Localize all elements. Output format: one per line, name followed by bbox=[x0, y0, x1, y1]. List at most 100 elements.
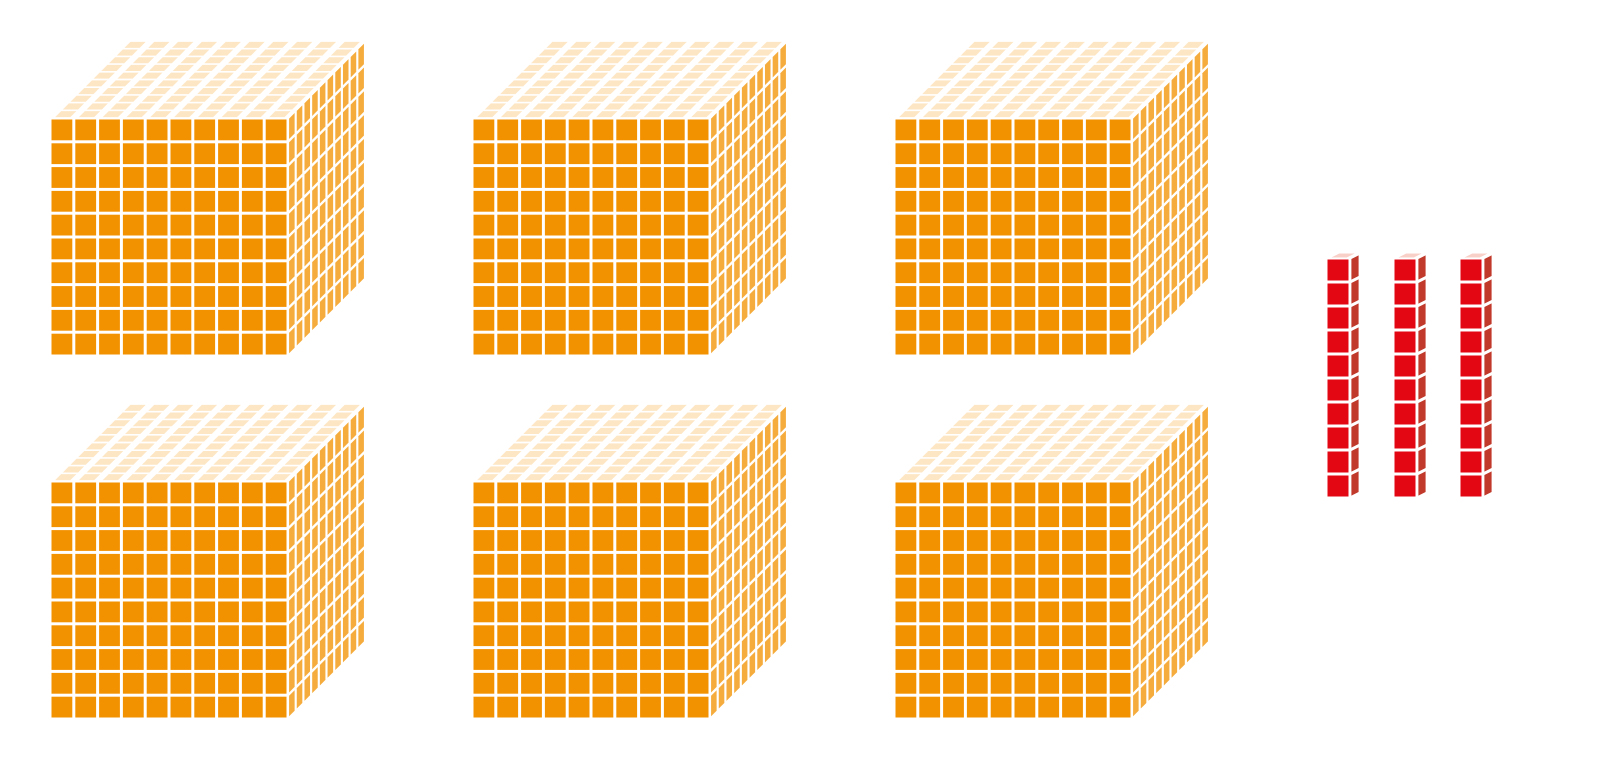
unit-cell bbox=[521, 309, 542, 331]
unit-cell bbox=[99, 696, 120, 718]
unit-cell bbox=[241, 482, 263, 504]
unit-cell bbox=[966, 649, 988, 670]
unit-cell bbox=[146, 333, 168, 355]
unit-cell bbox=[990, 238, 1012, 260]
unit-cell bbox=[75, 333, 97, 355]
unit-cell bbox=[170, 119, 192, 141]
unit-cell bbox=[265, 309, 287, 331]
unit-cell bbox=[544, 649, 566, 670]
unit-cell bbox=[895, 482, 917, 504]
unit-cell bbox=[990, 649, 1012, 670]
unit-cell bbox=[146, 672, 168, 694]
unit-cell bbox=[1014, 238, 1036, 260]
unit-cell bbox=[497, 553, 519, 575]
unit-cell bbox=[75, 167, 97, 188]
unit-cell bbox=[616, 577, 638, 599]
unit-cell bbox=[99, 238, 120, 260]
unit-cell bbox=[497, 333, 519, 355]
unit-cell bbox=[895, 238, 917, 260]
unit-cell bbox=[218, 577, 239, 599]
unit-cell bbox=[544, 601, 566, 623]
unit-cell bbox=[497, 672, 519, 694]
unit-cell bbox=[1394, 475, 1416, 497]
unit-cell bbox=[1062, 506, 1083, 528]
unit-cell bbox=[919, 143, 941, 165]
unit-cell bbox=[99, 286, 120, 307]
unit-cell bbox=[241, 286, 263, 307]
unit-cell bbox=[1109, 143, 1131, 165]
unit-cell bbox=[146, 601, 168, 623]
unit-cell bbox=[122, 601, 144, 623]
unit-cell bbox=[122, 333, 144, 355]
unit-cell bbox=[640, 309, 661, 331]
side-face bbox=[710, 41, 787, 356]
unit-cell bbox=[497, 649, 519, 670]
unit-cell bbox=[592, 167, 614, 188]
unit-cell bbox=[663, 530, 685, 551]
thousand-cube bbox=[894, 404, 1209, 719]
unit-cell bbox=[544, 530, 566, 551]
unit-cell bbox=[640, 553, 661, 575]
unit-cell bbox=[194, 506, 216, 528]
unit-cell bbox=[473, 482, 495, 504]
unit-cell bbox=[919, 190, 941, 212]
unit-cell bbox=[895, 333, 917, 355]
unit-cell bbox=[663, 553, 685, 575]
unit-cell bbox=[663, 238, 685, 260]
unit-cell bbox=[194, 238, 216, 260]
unit-cell bbox=[592, 601, 614, 623]
unit-cell bbox=[568, 577, 590, 599]
unit-cell bbox=[616, 601, 638, 623]
unit-cell bbox=[1109, 482, 1131, 504]
unit-cell bbox=[146, 143, 168, 165]
unit-cell bbox=[616, 506, 638, 528]
unit-cell bbox=[1109, 553, 1131, 575]
unit-cell bbox=[51, 601, 73, 623]
unit-cell bbox=[592, 333, 614, 355]
unit-cell bbox=[194, 482, 216, 504]
unit-cell bbox=[1109, 506, 1131, 528]
unit-cell bbox=[1062, 482, 1083, 504]
unit-cell bbox=[218, 506, 239, 528]
unit-cell bbox=[687, 672, 709, 694]
unit-cell bbox=[51, 167, 73, 188]
unit-cell bbox=[51, 577, 73, 599]
unit-cell bbox=[895, 696, 917, 718]
unit-cell bbox=[943, 309, 964, 331]
unit-cell bbox=[1085, 262, 1107, 284]
unit-cell bbox=[265, 553, 287, 575]
unit-cell bbox=[473, 286, 495, 307]
unit-cell bbox=[521, 143, 542, 165]
unit-cell bbox=[146, 167, 168, 188]
unit-cell bbox=[146, 577, 168, 599]
unit-cell bbox=[241, 625, 263, 647]
unit-cell bbox=[895, 214, 917, 236]
unit-cell bbox=[1014, 530, 1036, 551]
unit-cell bbox=[640, 143, 661, 165]
unit-cell bbox=[943, 696, 964, 718]
thousand-cube bbox=[894, 41, 1209, 356]
unit-cell bbox=[687, 286, 709, 307]
unit-cell bbox=[521, 553, 542, 575]
unit-cell bbox=[122, 143, 144, 165]
unit-cell bbox=[75, 530, 97, 551]
unit-cell bbox=[919, 238, 941, 260]
top-face bbox=[472, 404, 787, 481]
unit-cell bbox=[592, 506, 614, 528]
unit-cell bbox=[1460, 283, 1482, 305]
unit-cell bbox=[146, 506, 168, 528]
unit-cell bbox=[990, 119, 1012, 141]
ten-rod bbox=[1459, 253, 1493, 498]
unit-cell bbox=[1394, 307, 1416, 329]
unit-cell bbox=[146, 625, 168, 647]
unit-cell bbox=[521, 530, 542, 551]
unit-cell bbox=[99, 530, 120, 551]
unit-cell bbox=[1327, 331, 1349, 353]
unit-cell bbox=[990, 262, 1012, 284]
unit-cell bbox=[640, 577, 661, 599]
unit-cell bbox=[895, 143, 917, 165]
unit-cell bbox=[919, 119, 941, 141]
unit-cell bbox=[640, 696, 661, 718]
unit-cell bbox=[640, 649, 661, 670]
unit-cell bbox=[990, 577, 1012, 599]
